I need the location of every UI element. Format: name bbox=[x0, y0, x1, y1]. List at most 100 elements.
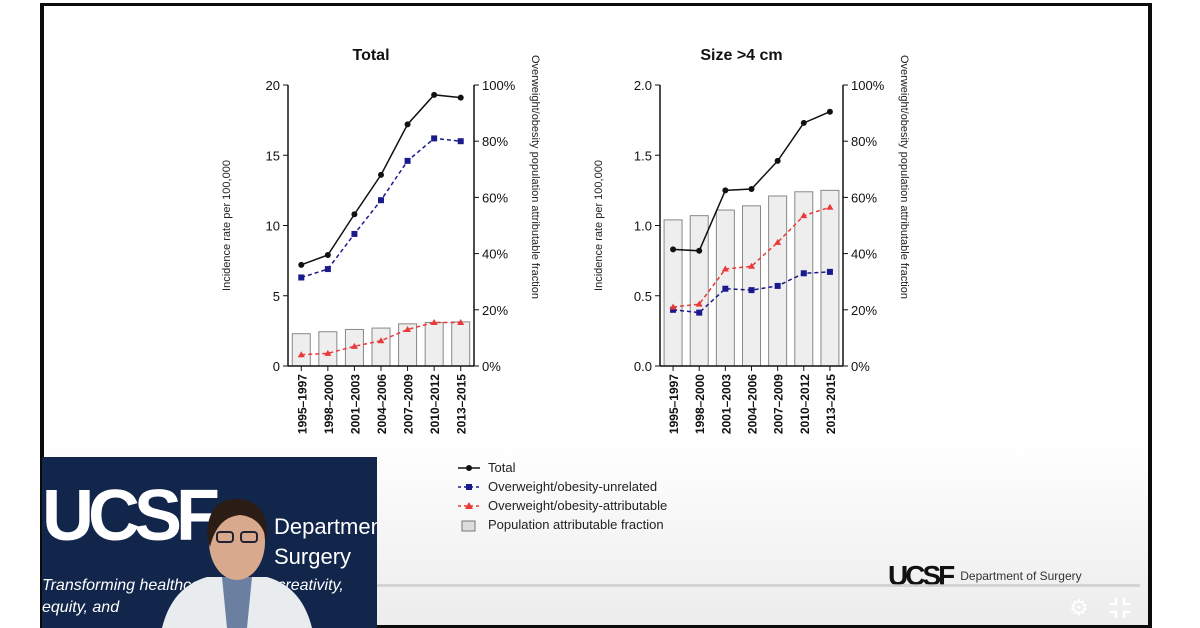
y-tick-label: 5 bbox=[273, 289, 280, 304]
data-point bbox=[696, 309, 703, 316]
exit-fullscreen-icon[interactable] bbox=[1108, 596, 1132, 620]
video-progress-bar[interactable] bbox=[377, 584, 1140, 587]
data-point bbox=[351, 211, 358, 218]
tagline-line: equity, and bbox=[42, 599, 120, 616]
paf-bar bbox=[820, 189, 840, 367]
data-point bbox=[298, 261, 305, 268]
data-point bbox=[297, 351, 305, 358]
y2-axis-label: Overweight/obesity population attributab… bbox=[529, 55, 541, 299]
data-point bbox=[748, 185, 755, 192]
data-point bbox=[324, 349, 332, 356]
legend-label: Total bbox=[488, 460, 516, 475]
y2-tick-label: 0% bbox=[482, 359, 501, 374]
data-point bbox=[298, 274, 305, 281]
paf-bar bbox=[663, 219, 683, 367]
data-point bbox=[350, 342, 358, 349]
data-point bbox=[826, 108, 833, 115]
paf-bar bbox=[318, 331, 338, 367]
y2-tick-label: 40% bbox=[851, 247, 877, 262]
data-point bbox=[378, 197, 384, 204]
data-point bbox=[430, 318, 438, 325]
y-axis-label: Incidence rate per 100,000 bbox=[221, 160, 233, 291]
webcam-logo: UCSF bbox=[42, 476, 220, 556]
x-tick-label: 2010–2012 bbox=[428, 374, 442, 434]
chart-title: Total bbox=[352, 47, 389, 64]
data-point bbox=[457, 94, 464, 101]
legend-item-unrelated: Overweight/obesity-unrelated bbox=[458, 477, 667, 496]
legend-item-total: Total bbox=[458, 458, 667, 477]
webcam-overlay: UCSF DepartmentSurgery Transforming heal… bbox=[42, 457, 377, 628]
x-tick-label: 1998–2000 bbox=[322, 374, 336, 434]
x-tick-label: 2007–2009 bbox=[402, 374, 416, 434]
data-point bbox=[377, 337, 385, 344]
data-point bbox=[670, 306, 677, 313]
x-tick-label: 1998–2000 bbox=[693, 374, 707, 434]
y2-tick-label: 80% bbox=[482, 134, 508, 149]
y-tick-label: 0.0 bbox=[634, 359, 652, 374]
data-point bbox=[748, 262, 755, 269]
dept-line: Department bbox=[274, 514, 377, 539]
x-tick-label: 2004–2006 bbox=[746, 374, 760, 434]
data-point bbox=[800, 270, 807, 277]
data-point bbox=[431, 135, 438, 142]
data-point bbox=[669, 303, 677, 310]
y-tick-label: 10 bbox=[266, 219, 280, 234]
legend-label: Overweight/obesity-attributable bbox=[488, 498, 668, 513]
paf-bar bbox=[742, 205, 761, 367]
data-point bbox=[404, 157, 411, 164]
y-tick-label: 15 bbox=[266, 148, 280, 163]
data-point bbox=[826, 268, 833, 275]
data-point bbox=[722, 187, 729, 194]
y2-tick-label: 60% bbox=[482, 190, 508, 205]
data-point bbox=[774, 238, 782, 245]
data-point bbox=[800, 212, 808, 219]
chart-title: Size >4 cm bbox=[700, 47, 782, 64]
data-point bbox=[324, 266, 331, 273]
y2-tick-label: 100% bbox=[851, 78, 885, 93]
gear-icon[interactable]: ⚙ bbox=[1069, 595, 1089, 620]
data-point bbox=[404, 325, 412, 332]
y2-axis-label: Overweight/obesity population attributab… bbox=[898, 55, 910, 299]
data-point bbox=[457, 138, 464, 145]
legend-item-paf: Population attributable fraction bbox=[458, 515, 667, 534]
logo-text: UCSF bbox=[888, 560, 955, 591]
data-point bbox=[695, 300, 703, 307]
data-point bbox=[404, 121, 411, 128]
x-tick-label: 2010–2012 bbox=[798, 374, 812, 434]
y-tick-label: 2.0 bbox=[634, 78, 652, 93]
paf-bar bbox=[291, 333, 311, 367]
y2-tick-label: 40% bbox=[482, 247, 508, 262]
x-tick-label: 2001–2003 bbox=[719, 374, 733, 434]
legend-label: Overweight/obesity-unrelated bbox=[488, 479, 658, 494]
presenter-video bbox=[162, 498, 312, 628]
data-point bbox=[774, 282, 781, 289]
x-tick-label: 2007–2009 bbox=[772, 374, 786, 434]
data-point bbox=[324, 252, 331, 259]
legend-label: Population attributable fraction bbox=[488, 517, 664, 532]
x-tick-label: 2013–2015 bbox=[824, 374, 838, 434]
data-point bbox=[457, 318, 465, 325]
data-point bbox=[696, 247, 703, 254]
x-tick-label: 2001–2003 bbox=[348, 374, 362, 434]
x-tick-label: 1995–1997 bbox=[667, 374, 681, 434]
y2-tick-label: 0% bbox=[851, 359, 870, 374]
y-tick-label: 1.0 bbox=[634, 219, 652, 234]
logo-dept: Department of Surgery bbox=[960, 569, 1082, 583]
y-tick-label: 1.5 bbox=[634, 148, 652, 163]
data-point bbox=[774, 157, 781, 164]
series-line-0 bbox=[301, 94, 461, 266]
data-point bbox=[351, 230, 358, 237]
legend-item-attributable: Overweight/obesity-attributable bbox=[458, 496, 667, 515]
y2-tick-label: 20% bbox=[851, 303, 877, 318]
x-tick-label: 2004–2006 bbox=[375, 374, 389, 434]
y2-tick-label: 20% bbox=[482, 303, 508, 318]
data-point bbox=[826, 203, 834, 210]
y-tick-label: 0 bbox=[273, 359, 280, 374]
paf-bar bbox=[768, 195, 788, 367]
y-tick-label: 20 bbox=[266, 78, 280, 93]
x-tick-label: 2013–2015 bbox=[455, 374, 469, 434]
y2-tick-label: 60% bbox=[851, 190, 877, 205]
data-point bbox=[800, 119, 807, 126]
paf-bar bbox=[689, 215, 709, 367]
